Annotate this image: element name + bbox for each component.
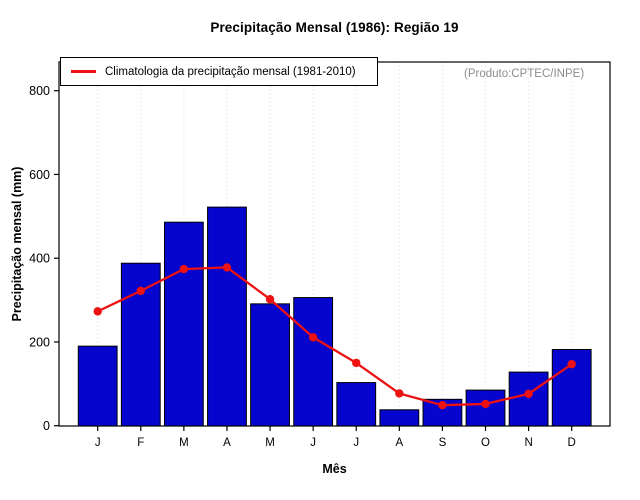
y-tick-label-800: 800 — [29, 84, 50, 98]
x-tick-label-2: F — [137, 437, 144, 449]
y-tick-label-400: 400 — [29, 252, 50, 266]
x-tick-label-9: S — [439, 437, 447, 449]
bar-month-1 — [77, 345, 118, 427]
x-tick-label-1: J — [95, 437, 101, 449]
climatology-line — [96, 266, 573, 407]
bar-month-8 — [379, 409, 420, 427]
climatology-point-10 — [481, 399, 490, 409]
x-tick-label-3: M — [179, 437, 189, 449]
y-tick-label-600: 600 — [29, 168, 50, 182]
y-tick-label-0: 0 — [43, 419, 50, 433]
bar-month-11 — [508, 371, 549, 427]
y-tick-label-200: 200 — [29, 335, 50, 349]
x-axis-label: Mês — [322, 462, 347, 476]
bar-month-5 — [250, 303, 290, 427]
climatology-point-12 — [567, 359, 576, 369]
climatology-point-7 — [352, 358, 361, 368]
legend-label: Climatologia da precipitação mensal (198… — [105, 65, 356, 78]
x-tick-label-5: M — [265, 437, 275, 449]
product-watermark: (Produto:CPTEC/INPE) — [464, 68, 585, 80]
climatology-point-2 — [136, 286, 145, 296]
x-tick-label-8: A — [395, 437, 403, 449]
climatology-point-3 — [179, 264, 189, 274]
legend-box: Climatologia da precipitação mensal (198… — [60, 57, 378, 86]
x-tick-label-4: A — [223, 437, 231, 449]
x-tick-label-6: J — [310, 437, 316, 449]
chart-title: Precipitação Mensal (1986): Região 19 — [210, 20, 459, 35]
x-tick-label-10: O — [481, 437, 490, 449]
bar-month-6 — [293, 297, 334, 427]
bar-month-4 — [207, 206, 247, 427]
bar-month-3 — [163, 221, 204, 427]
x-tick-label-7: J — [353, 437, 359, 449]
x-tick-label-12: D — [568, 437, 576, 449]
climatology-point-4 — [222, 263, 232, 272]
climatology-point-11 — [524, 389, 533, 399]
climatology-point-6 — [308, 333, 318, 342]
x-tick-label-11: N — [524, 437, 532, 449]
bar-month-7 — [336, 382, 377, 427]
climatology-point-1 — [93, 307, 102, 316]
climatology-point-5 — [265, 295, 275, 304]
legend-line-swatch — [71, 70, 96, 73]
climatology-point-8 — [395, 389, 404, 398]
climatology-point-9 — [438, 400, 447, 410]
